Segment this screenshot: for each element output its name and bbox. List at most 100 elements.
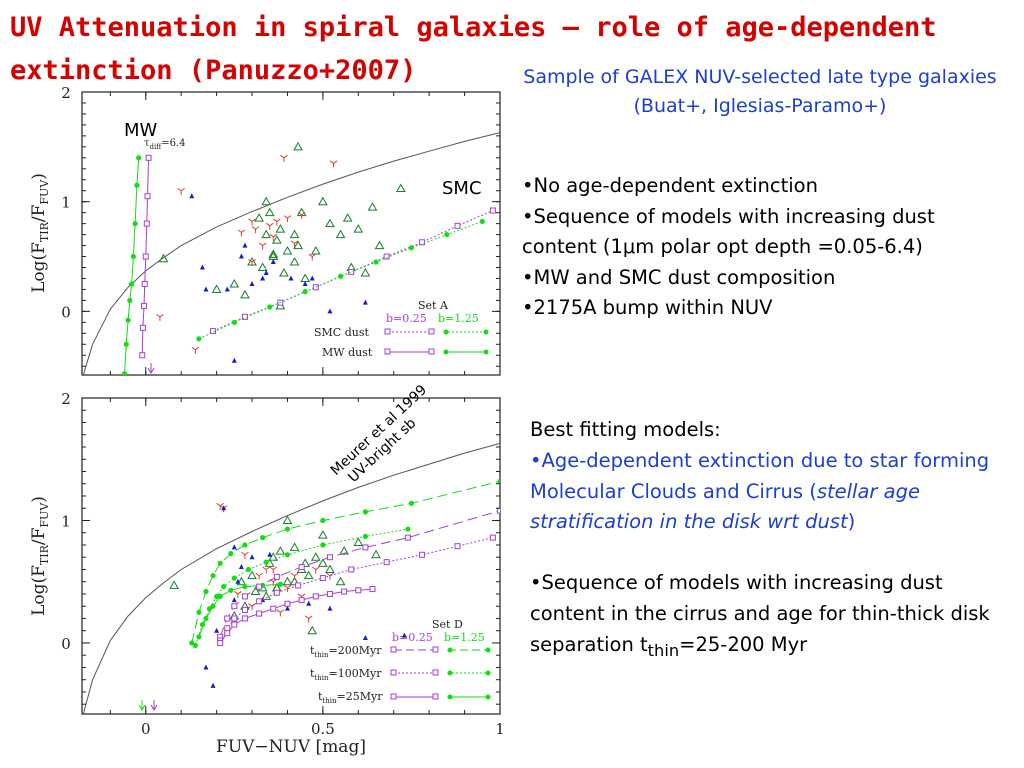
tau-symbol: τ: [144, 138, 150, 149]
data-point-tripod: [177, 187, 185, 195]
down-arrow-purple: [150, 700, 158, 711]
data-point-open-triangle: [289, 542, 300, 551]
down-arrow-green: [138, 700, 146, 711]
model-point: [419, 551, 426, 558]
data-point-open-triangle: [303, 570, 314, 580]
legend-marker: [384, 348, 391, 355]
label-mw: MW: [124, 120, 158, 141]
model-point: [298, 564, 305, 571]
sample-description: Sample of GALEX NUV-selected late type g…: [523, 66, 997, 117]
model-point: [136, 155, 142, 161]
data-point-open-triangle: [318, 530, 328, 539]
best-item1-text: •Age-dependent extinction due to star fo…: [530, 448, 990, 503]
data-point-filled-triangle: [242, 242, 248, 248]
bullet-item: •2175A bump within NUV: [522, 296, 773, 320]
legend-b2: b=1.25: [444, 631, 485, 644]
model-point: [128, 281, 135, 287]
legend-t-sub: thin: [322, 697, 337, 705]
data-point-filled-triangle: [267, 551, 273, 557]
model-point: [277, 581, 283, 587]
data-point-open-triangle: [325, 564, 335, 573]
bullet-item: •MW and SMC dust composition: [522, 265, 836, 289]
legend-row-smc: SMC dust: [314, 326, 369, 339]
legend-t-rest: =25Myr: [337, 690, 384, 703]
model-series-line: [141, 157, 150, 356]
data-point-open-triangle: [254, 213, 264, 222]
plot-area: [82, 442, 500, 714]
data-point-open-triangle: [310, 552, 321, 561]
model-point: [224, 625, 231, 632]
model-point: [256, 598, 263, 605]
legend: Set A b=0.25 b=1.25 SMC dust MW dust: [314, 299, 489, 359]
ylabel-main: Log(F: [29, 242, 49, 293]
best-item1-close: ): [847, 510, 856, 534]
model-point: [141, 280, 148, 287]
model-point: [196, 336, 202, 342]
model-point: [369, 586, 376, 593]
data-point-open-triangle: [318, 558, 328, 567]
meurer-curve: [82, 442, 500, 714]
data-point-tripod: [297, 211, 306, 219]
ylabel-mid: /F: [29, 527, 49, 545]
data-point-open-triangle: [335, 229, 346, 239]
model-point: [419, 239, 426, 246]
model-point: [142, 253, 149, 260]
data-point-tripod: [248, 218, 256, 226]
model-point: [217, 593, 223, 600]
model-point: [355, 587, 362, 594]
best-item1-italic: stellar age stratification in the disk w…: [530, 479, 920, 534]
data-point-tripod: [269, 233, 278, 241]
legend-marker: [390, 693, 397, 700]
model-point: [231, 615, 238, 622]
legend-row-25: tthin=25Myr: [318, 690, 383, 705]
legend-marker: [432, 646, 439, 653]
data-point-open-triangle: [250, 586, 261, 596]
model-point: [144, 193, 151, 200]
data-point-open-triangle: [275, 224, 286, 233]
model-point: [121, 371, 128, 375]
data-point-open-triangle: [211, 284, 222, 293]
data-point-open-triangle: [275, 546, 286, 555]
data-point-open-triangle: [339, 546, 349, 555]
data-point-tripod: [304, 615, 313, 623]
data-point-open-triangle: [158, 253, 169, 263]
data-point-filled-triangle: [231, 544, 237, 550]
data-point-open-triangle: [371, 549, 381, 559]
model-point: [383, 559, 390, 566]
model-point: [221, 584, 227, 590]
data-point-filled-triangle: [224, 286, 230, 292]
model-point: [320, 542, 326, 548]
plot-area: [82, 132, 500, 375]
ylabel-sub1: TIR: [38, 544, 51, 565]
model-point: [489, 207, 496, 214]
data-point-tripod: [329, 160, 338, 168]
legend-t: t: [310, 667, 315, 680]
x-tick-label: 1: [495, 720, 505, 738]
model-series-line: [198, 220, 483, 340]
model-point: [210, 572, 216, 579]
data-point-open-triangle: [282, 515, 293, 524]
model-point: [497, 478, 500, 484]
model-point: [273, 573, 280, 580]
no-age-dependence-list: •No age-dependent extinction •Sequence o…: [522, 171, 1002, 324]
data-point-filled-triangle: [210, 682, 216, 688]
label-tau: τdiff=6.4: [144, 138, 186, 151]
data-point-tripod: [290, 240, 299, 248]
legend-t: t: [318, 690, 323, 703]
data-point-open-triangle: [289, 576, 300, 586]
data-point-tripod: [251, 226, 260, 234]
legend-marker: [443, 349, 449, 355]
model-point: [408, 245, 415, 251]
data-point-filled-triangle: [327, 308, 333, 314]
y-axis-label: Log(FTIR/FFUV): [29, 496, 51, 616]
model-point: [231, 621, 238, 628]
data-point-open-triangle: [229, 278, 240, 288]
ylabel-end: ): [29, 173, 49, 180]
model-point: [373, 259, 379, 265]
data-point-filled-triangle: [249, 280, 255, 286]
y-tick-label: 1: [61, 194, 71, 212]
legend-set: Set A: [418, 299, 449, 312]
model-point: [256, 610, 263, 617]
data-point-filled-triangle: [260, 275, 266, 281]
model-point: [362, 544, 369, 551]
